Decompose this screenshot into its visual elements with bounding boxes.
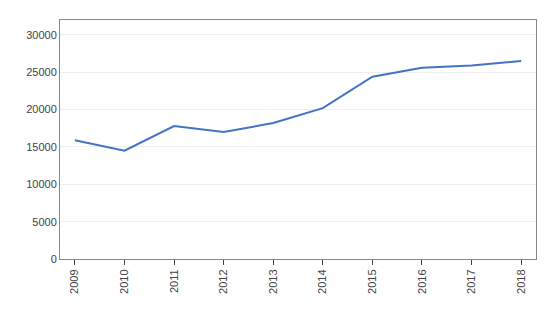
svg-text:25000: 25000 <box>26 66 57 78</box>
svg-text:20000: 20000 <box>26 103 57 115</box>
svg-text:2017: 2017 <box>465 269 477 293</box>
svg-text:2015: 2015 <box>366 269 378 293</box>
svg-text:2014: 2014 <box>316 269 328 293</box>
svg-text:0: 0 <box>51 253 57 265</box>
svg-text:2013: 2013 <box>267 269 279 293</box>
svg-text:2018: 2018 <box>515 269 527 293</box>
svg-text:30000: 30000 <box>26 29 57 41</box>
svg-text:2011: 2011 <box>168 269 180 293</box>
svg-text:10000: 10000 <box>26 178 57 190</box>
svg-text:2016: 2016 <box>416 269 428 293</box>
svg-text:5000: 5000 <box>32 216 56 228</box>
svg-text:2010: 2010 <box>118 269 130 293</box>
svg-text:15000: 15000 <box>26 141 57 153</box>
svg-text:2012: 2012 <box>217 269 229 293</box>
svg-text:2009: 2009 <box>68 269 80 293</box>
